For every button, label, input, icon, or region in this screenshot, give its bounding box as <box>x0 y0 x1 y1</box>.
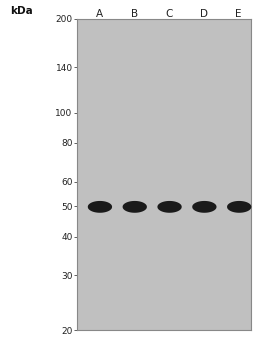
Text: C: C <box>165 9 173 19</box>
Text: E: E <box>236 9 242 19</box>
Text: B: B <box>131 9 138 19</box>
Text: kDa: kDa <box>10 6 33 16</box>
Text: D: D <box>200 9 208 19</box>
Text: A: A <box>96 9 103 19</box>
